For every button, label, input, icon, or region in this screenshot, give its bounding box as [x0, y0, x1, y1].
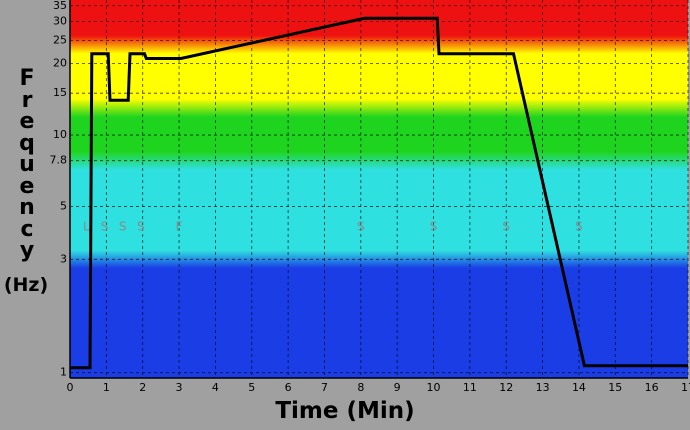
y-axis-unit: (Hz) [3, 274, 49, 296]
band-0 [70, 259, 688, 378]
axes [69, 0, 688, 379]
x-tick-labels: 01234567891011121314151617 [67, 381, 690, 394]
y-tick-label-8: 30 [53, 15, 67, 28]
event-label-5: S [357, 220, 365, 234]
x-axis-label: Time (Min) [275, 398, 415, 424]
x-tick-label-11: 11 [463, 381, 477, 394]
frequency-bands [70, 0, 688, 378]
series-line-0 [70, 16, 688, 370]
x-tick-label-12: 12 [499, 381, 513, 394]
x-tick-label-1: 1 [103, 381, 110, 394]
y-tick-label-4: 10 [53, 128, 67, 141]
y-axis-label-char: e [19, 173, 35, 199]
x-tick-label-5: 5 [248, 381, 255, 394]
x-tick-label-16: 16 [645, 381, 659, 394]
x-tick-label-4: 4 [212, 381, 219, 394]
event-label-1: S [101, 220, 109, 234]
y-axis-label-char: F [19, 66, 35, 91]
event-label-6: S [430, 220, 438, 234]
y-axis-label-char: n [19, 195, 35, 220]
y-axis-label-char: q [19, 130, 35, 156]
y-tick-label-2: 5 [60, 200, 67, 213]
x-tick-label-13: 13 [536, 381, 550, 394]
event-label-7: S [502, 220, 510, 234]
y-tick-label-6: 20 [53, 56, 67, 69]
y-tick-label-0: 1 [60, 366, 67, 379]
band-transition-3 [70, 98, 688, 117]
band-3 [70, 44, 688, 108]
event-label-2: S [119, 220, 127, 234]
x-tick-label-17: 17 [681, 381, 690, 394]
y-tick-label-7: 25 [53, 33, 67, 46]
band-transition-4 [70, 35, 688, 54]
y-axis-label-char: y [19, 238, 35, 263]
event-label-4: F [176, 220, 183, 234]
y-axis-label-char: u [19, 152, 35, 177]
event-label-3: S [137, 220, 145, 234]
event-label-0: L [83, 220, 90, 234]
y-tick-label-5: 15 [53, 86, 67, 99]
x-tick-label-15: 15 [608, 381, 622, 394]
y-tick-label-9: 35 [53, 0, 67, 12]
y-axis-label-char: c [20, 216, 34, 242]
y-axis-label-char: e [19, 109, 35, 134]
x-tick-label-10: 10 [427, 381, 441, 394]
event-label-8: S [575, 220, 583, 234]
grid-lines [69, 0, 689, 378]
x-tick-label-0: 0 [67, 381, 74, 394]
y-tick-label-1: 3 [60, 252, 67, 265]
x-tick-label-6: 6 [285, 381, 292, 394]
x-tick-label-8: 8 [357, 381, 364, 394]
x-tick-label-9: 9 [394, 381, 401, 394]
x-tick-label-7: 7 [321, 381, 328, 394]
y-tick-label-3: 7.8 [50, 154, 68, 167]
series-lines [70, 16, 688, 370]
y-axis-label-char: r [21, 87, 33, 113]
band-1 [70, 160, 688, 260]
x-tick-label-2: 2 [139, 381, 146, 394]
x-tick-label-14: 14 [572, 381, 586, 394]
x-tick-label-3: 3 [176, 381, 183, 394]
